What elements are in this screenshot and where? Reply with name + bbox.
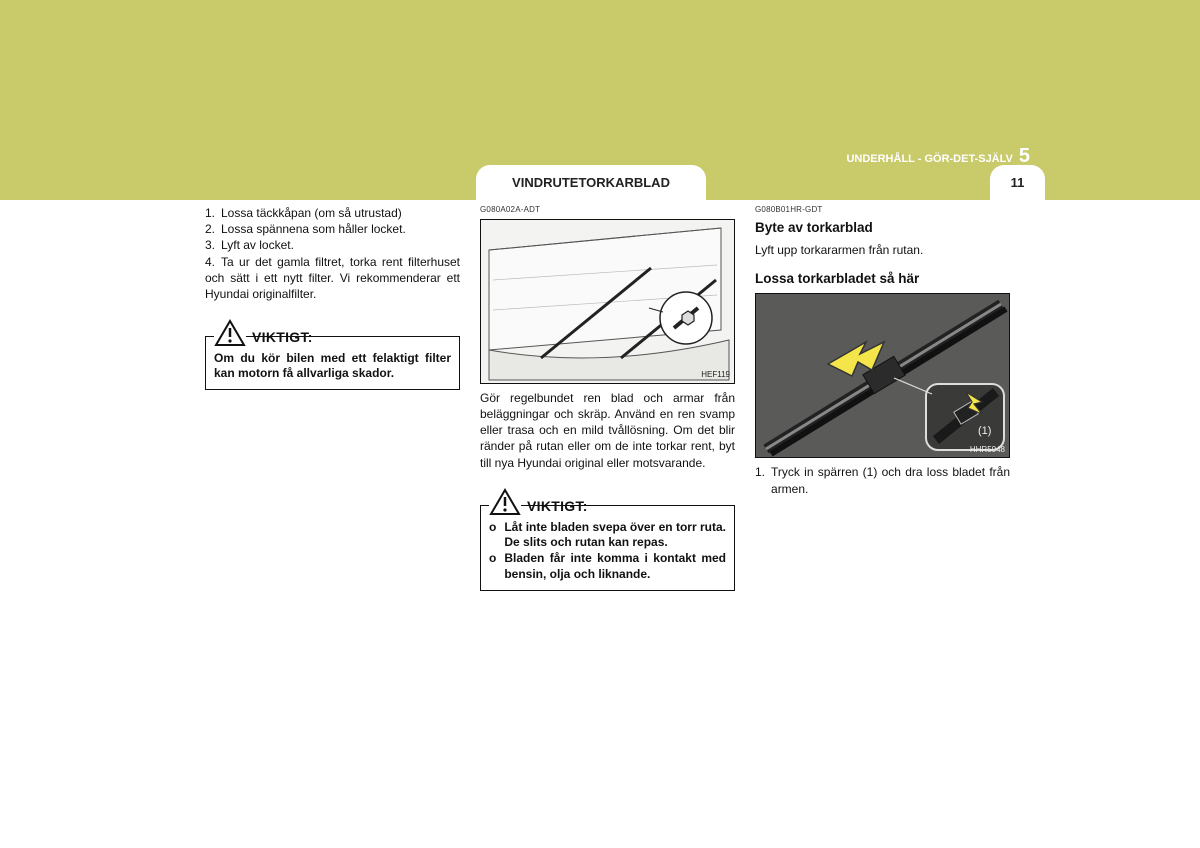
column-3: G080B01HR-GDT Byte av torkarblad Lyft up… [755,205,1010,591]
list-item: oBladen får inte komma i kontakt med ben… [489,551,726,582]
ref-code: G080B01HR-GDT [755,205,1010,216]
caution-box-1: VIKTIGT: Om du kör bilen med ett felakti… [205,336,460,390]
figure-tag: HEF119 [701,370,730,381]
caution-box-2: VIKTIGT: oLåt inte bladen svepa över en … [480,505,735,591]
svg-text:(1): (1) [978,425,991,437]
list-item: 2.Lossa spännena som håller locket. [205,221,460,237]
steps-list: 1.Tryck in spärren (1) och dra loss blad… [755,464,1010,496]
warning-triangle-icon [214,319,246,347]
list-item: 1.Tryck in spärren (1) och dra loss blad… [755,464,1010,496]
page-number-tab: 11 [990,165,1045,200]
caution-header: VIKTIGT: [214,319,451,347]
figure-wiper-blade-detach: (1) HHR5048 [755,293,1010,458]
content-area: 1.Lossa täckkåpan (om så utrustad) 2.Los… [205,205,1045,591]
sub-heading: Lossa torkarbladet så här [755,270,1010,288]
list-item: 1.Lossa täckkåpan (om så utrustad) [205,205,460,221]
steps-list: 1.Lossa täckkåpan (om så utrustad) 2.Los… [205,205,460,302]
body-text: Lyft upp torkararmen från rutan. [755,242,1010,258]
section-label: UNDERHÅLL - GÖR-DET-SJÄLV [846,153,1012,165]
caution-list: oLåt inte bladen svepa över en torr ruta… [489,520,726,582]
figure-wiper-windshield: HEF119 [480,219,735,384]
figure-tag: HHR5048 [970,445,1005,456]
sub-heading: Byte av torkarblad [755,219,1010,237]
column-2: G080A02A-ADT HEF119 Gö [480,205,735,591]
caution-header: VIKTIGT: [489,488,726,516]
list-item: 4.Ta ur det gamla filtret, torka rent fi… [205,254,460,303]
body-text: Gör regelbundet ren blad och armar från … [480,390,735,471]
list-item: 3.Lyft av locket. [205,237,460,253]
caution-label: VIKTIGT: [527,497,588,516]
page-title: VINDRUTETORKARBLAD [512,175,670,190]
page-title-tab: VINDRUTETORKARBLAD [476,165,706,200]
ref-code: G080A02A-ADT [480,205,735,216]
caution-label: VIKTIGT: [252,328,313,347]
column-1: 1.Lossa täckkåpan (om så utrustad) 2.Los… [205,205,460,591]
list-item: oLåt inte bladen svepa över en torr ruta… [489,520,726,551]
page-number: 11 [1011,175,1025,190]
warning-triangle-icon [489,488,521,516]
caution-text: Om du kör bilen med ett felaktigt filter… [214,351,451,381]
